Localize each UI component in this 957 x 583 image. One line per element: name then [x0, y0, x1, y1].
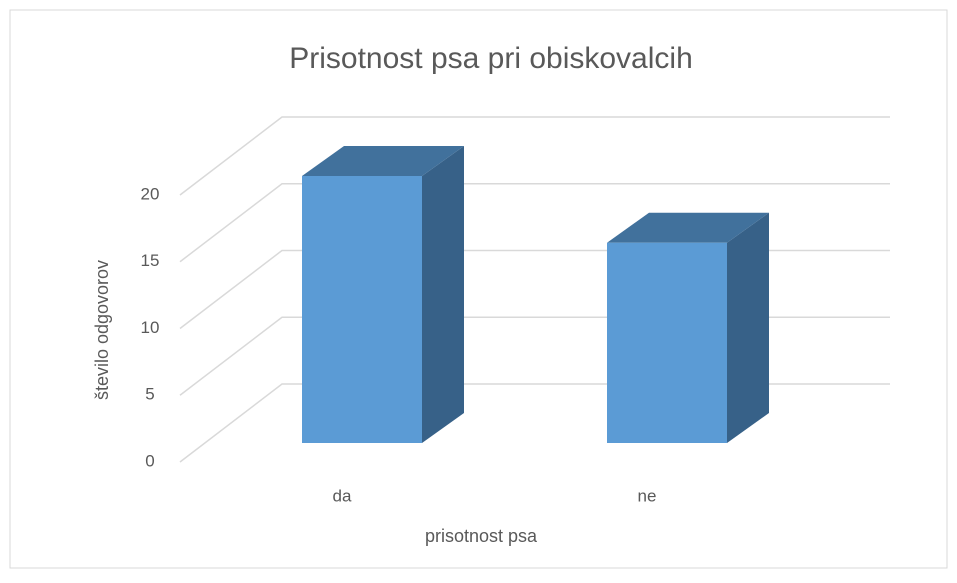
x-axis-title: prisotnost psa: [425, 526, 538, 546]
y-tick-label: 5: [145, 385, 154, 404]
y-tick-label: 20: [141, 184, 160, 203]
bar-top: [302, 146, 464, 176]
x-tick-label: da: [333, 486, 352, 505]
chart-frame: [9, 9, 948, 569]
bar-top: [607, 212, 769, 243]
grid-line: [179, 116, 890, 196]
x-tick-label: ne: [638, 486, 657, 505]
bar: [302, 176, 422, 443]
grid-line: [179, 183, 890, 263]
bar-side: [422, 146, 464, 443]
y-axis-title: število odgovorov: [92, 260, 112, 400]
bar-side: [727, 212, 769, 443]
bar: [607, 242, 727, 443]
y-tick-label: 15: [141, 251, 160, 270]
y-tick-label: 10: [141, 318, 160, 337]
chart-title: Prisotnost psa pri obiskovalcih: [289, 42, 693, 75]
y-tick-label: 0: [145, 451, 154, 470]
